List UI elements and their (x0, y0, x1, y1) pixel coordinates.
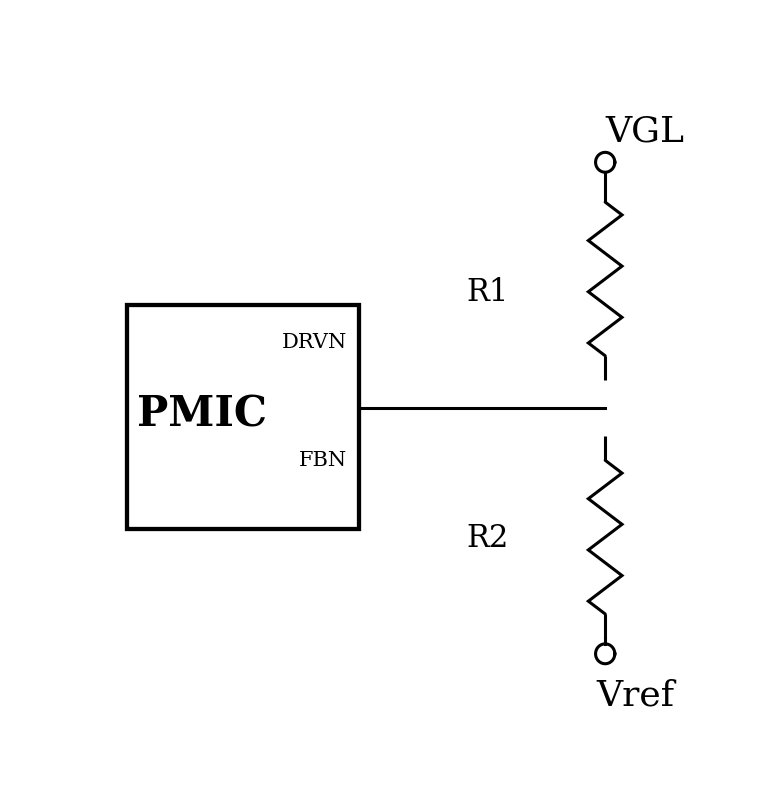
Text: PMIC: PMIC (137, 393, 267, 436)
Text: R2: R2 (466, 524, 509, 554)
Text: DRVN: DRVN (282, 333, 347, 352)
Text: R1: R1 (466, 277, 509, 309)
Text: Vref: Vref (596, 679, 674, 713)
Polygon shape (127, 305, 359, 529)
Text: FBN: FBN (299, 452, 347, 470)
Text: VGL: VGL (605, 114, 684, 148)
